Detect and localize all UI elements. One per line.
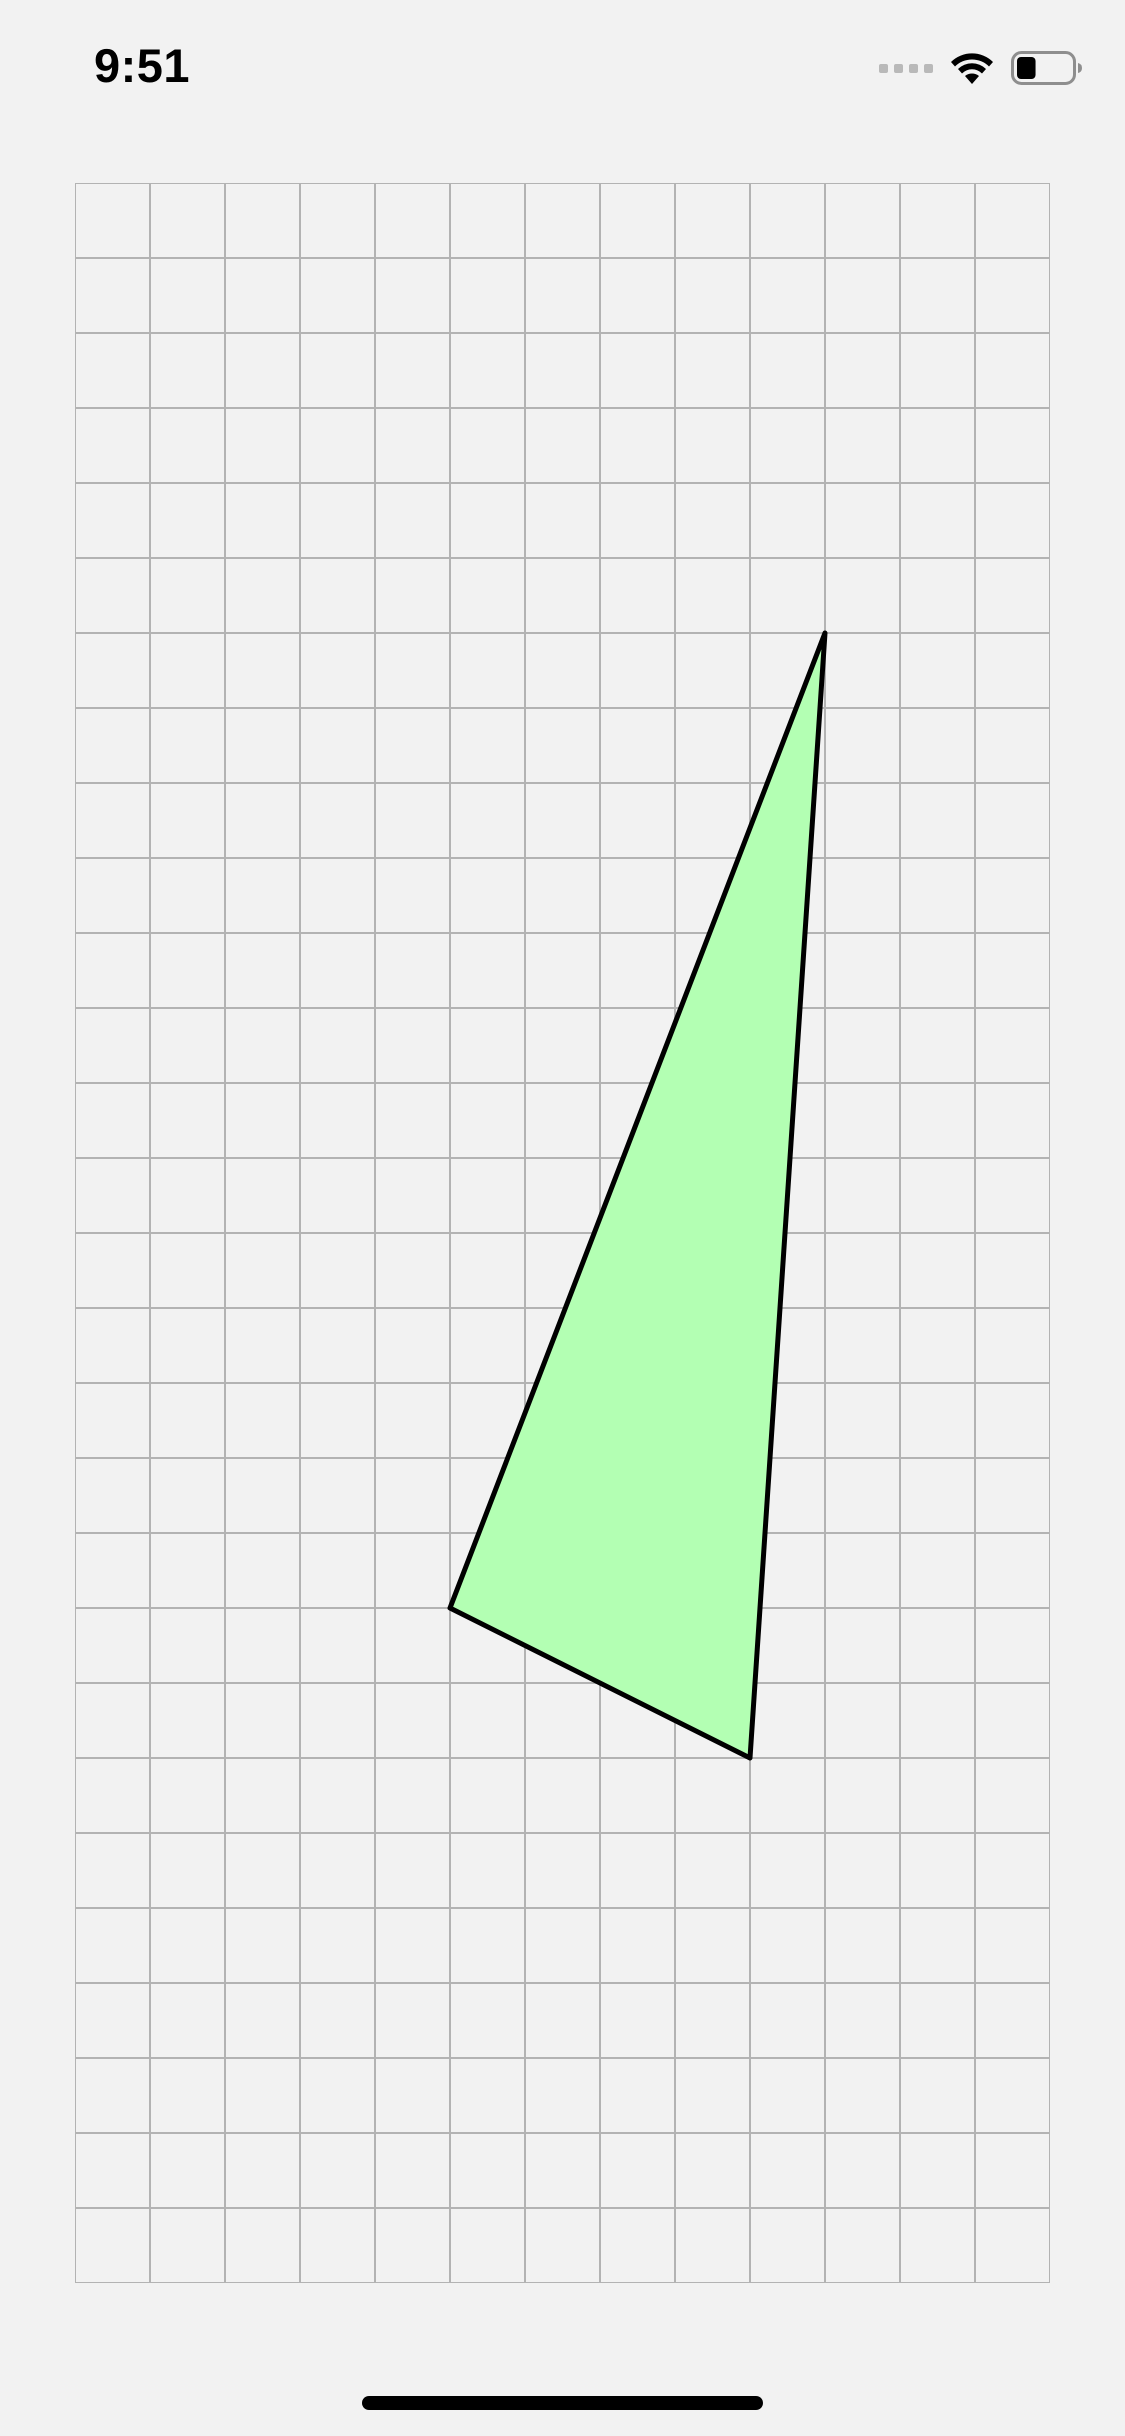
status-time: 9:51 <box>94 39 191 92</box>
battery-icon <box>1011 51 1082 85</box>
status-bar: 9:51 <box>0 0 1125 140</box>
triangle-shape[interactable] <box>447 630 828 1761</box>
cellular-signal-icon <box>879 63 933 73</box>
home-indicator[interactable] <box>362 2396 763 2410</box>
status-icons <box>879 48 1083 88</box>
grid-lines <box>75 183 1050 2283</box>
grid-canvas[interactable] <box>75 183 1050 2283</box>
wifi-icon <box>951 53 993 84</box>
